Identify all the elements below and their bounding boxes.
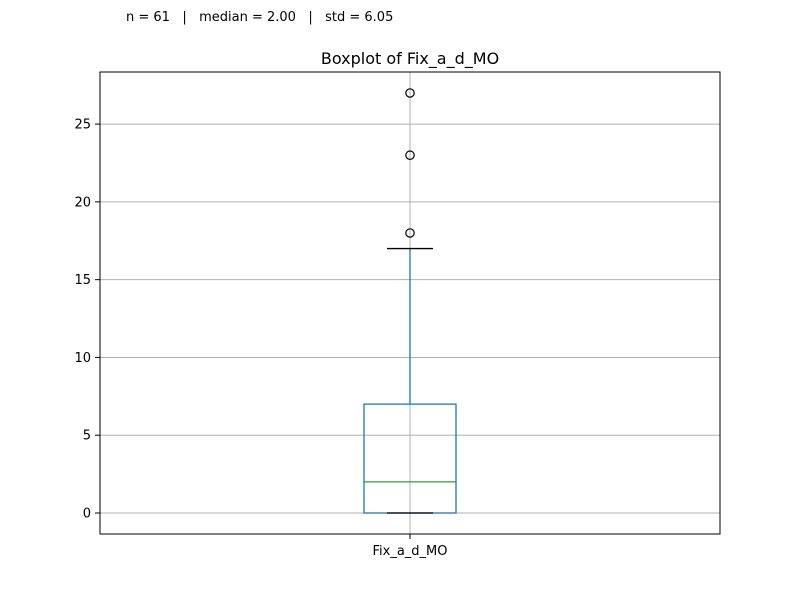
- y-tick-label: 5: [83, 429, 91, 444]
- summary-stats: n = 61 | median = 2.00 | std = 6.05: [126, 10, 394, 25]
- axis-ticks: 0 5 10 15 20 25 Fix_a_d_MO: [74, 118, 447, 559]
- y-tick-label: 15: [74, 273, 91, 288]
- y-tick-label: 0: [83, 507, 91, 522]
- outlier-point: [405, 228, 415, 238]
- chart-title: Boxplot of Fix_a_d_MO: [321, 49, 499, 69]
- y-tick-label: 20: [74, 195, 91, 210]
- y-tick-label: 10: [74, 351, 91, 366]
- box-plot-layer: [363, 88, 457, 514]
- x-tick-label: Fix_a_d_MO: [372, 544, 447, 559]
- y-tick-label: 25: [74, 118, 91, 133]
- outlier-point: [405, 88, 415, 98]
- box-group: [363, 88, 457, 514]
- outlier-point: [405, 150, 415, 161]
